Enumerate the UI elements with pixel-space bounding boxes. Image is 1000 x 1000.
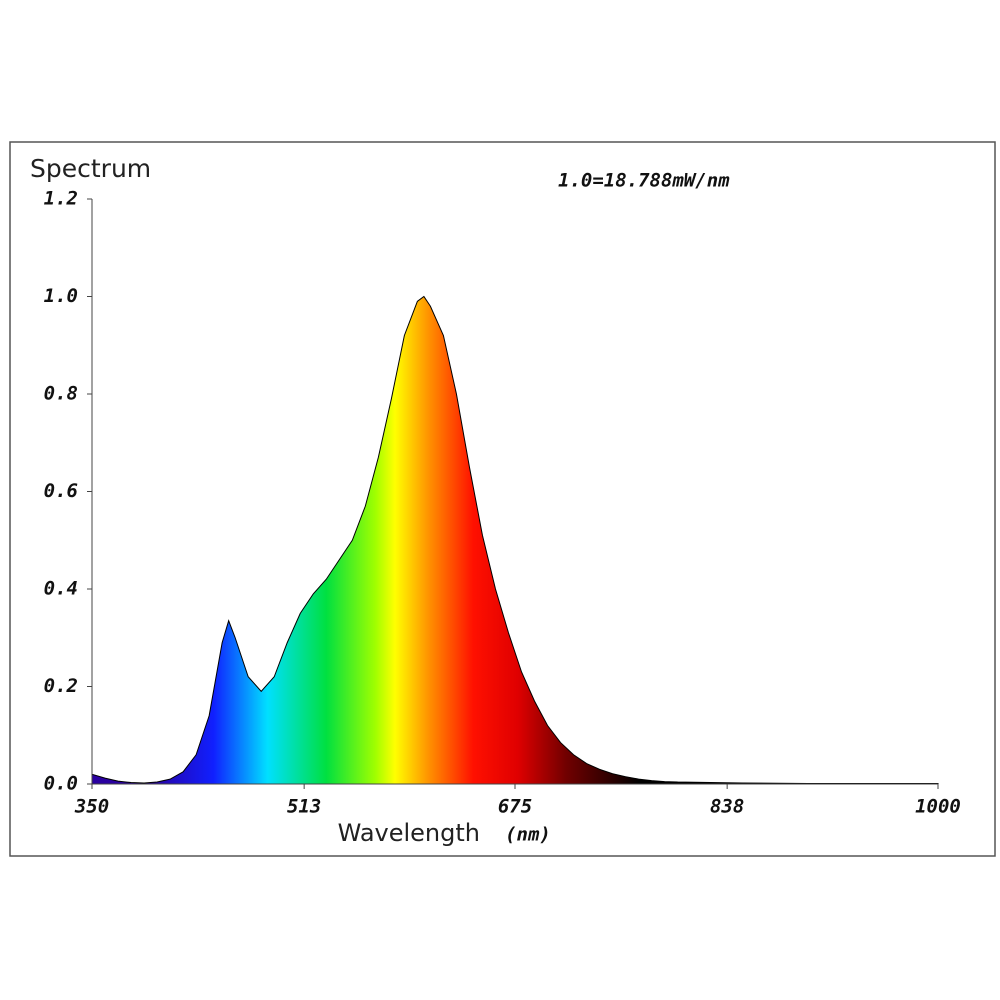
spectrum-area <box>91 295 939 785</box>
chart-title: Spectrum <box>30 154 151 183</box>
y-tick-label: 0.8 <box>44 383 78 405</box>
x-axis-label: Wavelength <box>338 819 480 847</box>
x-tick-label: 513 <box>287 796 321 818</box>
annotation: 1.0=18.788mW/nm <box>558 170 730 192</box>
x-tick-label: 350 <box>74 796 109 818</box>
y-tick-label: 0.4 <box>44 578 78 600</box>
y-tick-label: 0.2 <box>44 675 78 697</box>
y-tick-label: 0.0 <box>44 773 78 795</box>
y-tick-label: 1.0 <box>44 285 78 307</box>
x-tick-label: 838 <box>710 796 744 818</box>
x-axis-unit: (nm) <box>505 824 551 846</box>
y-tick-label: 0.6 <box>44 480 78 502</box>
x-tick-label: 675 <box>498 796 532 818</box>
y-tick-label: 1.2 <box>44 188 78 210</box>
x-tick-label: 1000 <box>915 796 961 818</box>
